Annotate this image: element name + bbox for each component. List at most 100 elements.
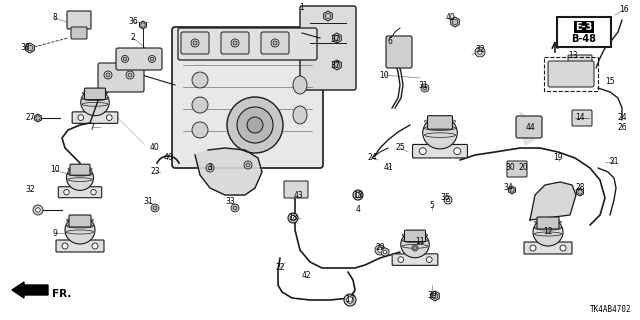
Circle shape [126,71,134,79]
Text: 19: 19 [553,154,563,163]
Circle shape [426,257,432,262]
Circle shape [247,117,263,133]
FancyBboxPatch shape [56,240,104,252]
Circle shape [353,190,363,200]
Circle shape [192,122,208,138]
Text: 40: 40 [163,154,173,163]
FancyBboxPatch shape [428,116,452,129]
Text: 11: 11 [415,237,425,246]
Text: 12: 12 [543,228,553,236]
FancyBboxPatch shape [71,27,87,39]
Text: 37: 37 [330,60,340,69]
Text: 9: 9 [52,228,58,237]
Circle shape [237,107,273,143]
Circle shape [452,19,458,25]
Circle shape [530,245,536,251]
Circle shape [92,243,98,249]
Circle shape [423,86,427,90]
Text: 40: 40 [150,143,160,153]
Circle shape [344,294,356,306]
Text: 43: 43 [293,190,303,199]
Text: 5: 5 [429,202,435,211]
Text: 32: 32 [25,186,35,195]
Circle shape [153,206,157,210]
FancyBboxPatch shape [557,17,611,47]
Text: 33: 33 [225,197,235,206]
Polygon shape [431,291,439,301]
Circle shape [78,115,84,120]
Polygon shape [324,11,332,21]
FancyBboxPatch shape [568,55,592,75]
Text: FR.: FR. [52,289,72,299]
Text: 38: 38 [20,44,30,52]
Polygon shape [195,148,262,195]
FancyBboxPatch shape [386,36,412,68]
Text: 6: 6 [388,37,392,46]
FancyBboxPatch shape [178,28,317,60]
Ellipse shape [67,165,93,190]
Circle shape [231,39,239,47]
Circle shape [206,164,214,172]
Polygon shape [333,60,341,70]
Polygon shape [520,112,538,145]
Circle shape [375,245,385,255]
Circle shape [413,246,417,250]
Ellipse shape [65,216,95,244]
FancyBboxPatch shape [116,48,162,70]
Text: 37: 37 [330,36,340,44]
Text: 34: 34 [503,183,513,193]
Circle shape [128,73,132,77]
Circle shape [227,97,283,153]
Circle shape [273,41,277,45]
Text: 36: 36 [128,18,138,27]
Text: 14: 14 [575,114,585,123]
Ellipse shape [293,76,307,94]
FancyBboxPatch shape [507,161,527,177]
Circle shape [91,189,96,195]
Text: 7: 7 [90,123,95,132]
Circle shape [33,205,43,215]
Circle shape [578,190,582,194]
FancyBboxPatch shape [548,61,594,87]
Text: 20: 20 [518,164,528,172]
Text: 18: 18 [353,190,363,199]
Ellipse shape [293,106,307,124]
Circle shape [106,115,112,120]
FancyBboxPatch shape [181,32,209,54]
Circle shape [122,55,129,62]
Circle shape [477,50,483,54]
FancyBboxPatch shape [69,215,91,227]
Ellipse shape [423,117,457,149]
Text: 18: 18 [288,213,298,222]
FancyBboxPatch shape [84,88,106,100]
Text: 22: 22 [275,263,285,273]
Circle shape [355,192,361,198]
Text: 32: 32 [475,45,485,54]
Circle shape [334,62,340,68]
FancyBboxPatch shape [72,112,118,123]
Text: 24: 24 [617,114,627,123]
Text: 41: 41 [383,164,393,172]
Text: 29: 29 [375,244,385,252]
Text: 27: 27 [25,114,35,123]
Polygon shape [577,188,584,196]
Circle shape [325,13,331,19]
FancyBboxPatch shape [67,11,91,29]
Text: 39: 39 [427,291,437,300]
Circle shape [419,148,426,155]
Text: 1: 1 [300,4,305,12]
Polygon shape [112,112,145,145]
FancyBboxPatch shape [221,32,249,54]
Circle shape [141,23,145,27]
Text: 25: 25 [395,143,405,153]
Circle shape [288,213,298,223]
Text: 4: 4 [356,205,360,214]
Circle shape [36,116,40,120]
Circle shape [191,39,199,47]
FancyBboxPatch shape [300,6,356,90]
FancyBboxPatch shape [516,116,542,138]
FancyBboxPatch shape [392,254,438,265]
Circle shape [231,204,239,212]
Text: 10: 10 [50,165,60,174]
Circle shape [454,148,461,155]
